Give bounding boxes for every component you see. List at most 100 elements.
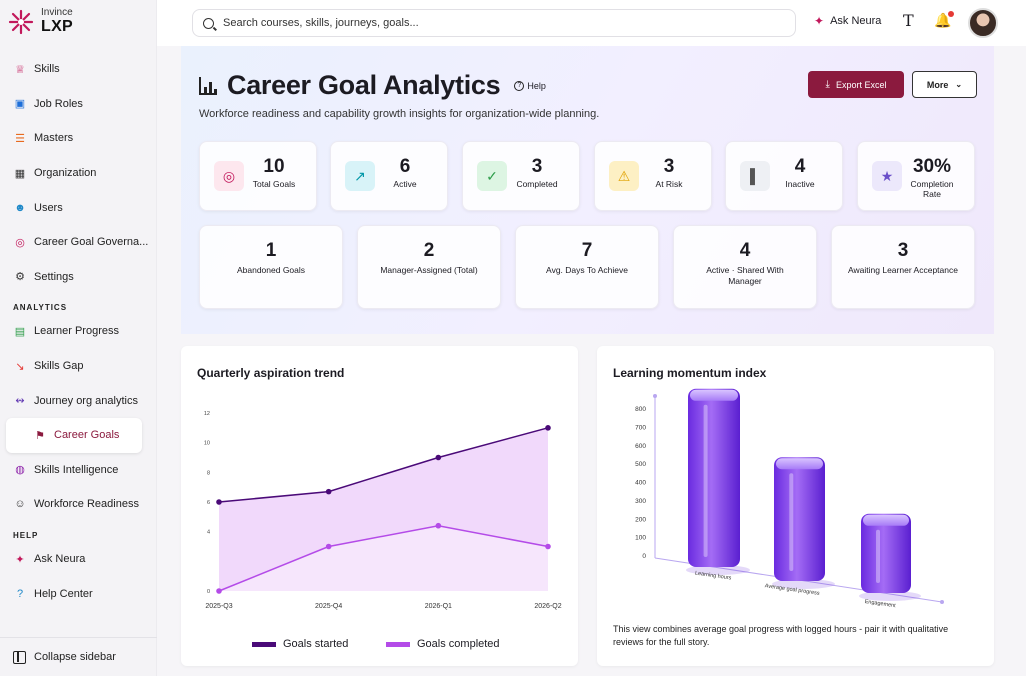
stat-value: 4 (794, 156, 806, 177)
gear-icon: ⚙ (15, 271, 25, 284)
sidebar-item-label: Job Roles (34, 97, 83, 110)
sidebar-item-label: Masters (34, 132, 74, 145)
sidebar-item-learner-progress[interactable]: ▤ Learner Progress (0, 314, 157, 349)
sidebar-item-skills-intelligence[interactable]: ◍ Skills Intelligence (0, 453, 157, 488)
data-point[interactable] (545, 543, 551, 550)
target-icon: ◎ (214, 161, 244, 191)
neura-icon: ✦ (814, 14, 825, 28)
stat-card-at-risk: ⚠ 3 At Risk (594, 141, 712, 211)
branch-icon: ↭ (15, 395, 25, 408)
neura-icon: ✦ (15, 553, 25, 566)
area-completed (219, 525, 548, 591)
stat-card-active: ↗ 6 Active (330, 141, 448, 211)
sidebar-item-masters[interactable]: ☰ Masters (0, 121, 157, 156)
data-point[interactable] (435, 522, 442, 529)
x-tick-label: 2025-Q4 (315, 603, 342, 610)
sidebar-item-skills-gap[interactable]: ↘ Skills Gap (0, 349, 157, 384)
bell-icon[interactable]: 🔔 (934, 12, 952, 28)
page-subtitle: Workforce readiness and capability growt… (199, 108, 600, 120)
y-tick-label: 100 (635, 535, 646, 542)
legend-label-completed: Goals completed (417, 638, 500, 650)
download-icon: ⤓ (825, 79, 830, 90)
bar-body (774, 457, 825, 581)
bar-chart-icon: ▌ (740, 161, 770, 191)
y-tick-label: 700 (635, 424, 646, 431)
bar-learning-hours[interactable] (686, 388, 750, 575)
sidebar-item-workforce-readiness[interactable]: ☺ Workforce Readiness (0, 487, 157, 522)
stat-label: Manager-Assigned (Total) (380, 265, 478, 275)
series-line-goals-completed (218, 524, 549, 592)
data-point[interactable] (325, 543, 332, 550)
stat-label: Active (393, 179, 417, 189)
more-label: More (926, 79, 949, 90)
bar-shadow (859, 591, 921, 601)
stat-value: 30% (912, 156, 952, 177)
x-tick-label: 2026-Q2 (534, 603, 561, 610)
sidebar-item-help-center[interactable]: ? Help Center (0, 576, 157, 611)
sidebar-item-journey-org-analytics[interactable]: ↭ Journey org analytics (0, 383, 157, 418)
bar-highlight (703, 404, 708, 557)
stat-card-avg-days-to-achieve: 7 Avg. Days To Achieve (515, 225, 659, 309)
aspiration-trend-chart: 0 4 6 8 10 12 2025-Q3 2025-Q4 2026-Q1 2026-Q2 (204, 411, 562, 610)
y-axis-endpoint (653, 394, 657, 398)
document-icon: ▤ (14, 325, 26, 338)
export-excel-label: Export Excel (835, 79, 887, 90)
logo-brand: Invince (41, 7, 73, 18)
stat-label: Active · Shared With Manager (706, 265, 784, 287)
sidebar-item-users[interactable]: ☻ Users (0, 190, 157, 225)
x-tick-label: 2025-Q3 (205, 603, 232, 610)
sidebar-item-organization[interactable]: ▦ Organization (0, 156, 157, 191)
stat-label: Total Goals (252, 179, 296, 189)
sidebar-item-ask-neura[interactable]: ✦ Ask Neura (0, 542, 157, 577)
bar-highlight (876, 529, 880, 583)
collapse-sidebar-button[interactable]: Collapse sidebar (0, 637, 157, 676)
warning-icon: ⚠ (609, 161, 639, 191)
text-size-icon[interactable]: T (903, 11, 914, 30)
sidebar-item-label: Users (34, 201, 63, 214)
data-point[interactable] (545, 425, 551, 431)
y-tick-label: 400 (635, 480, 646, 487)
stat-card-inactive: ▌ 4 Inactive (725, 141, 843, 211)
more-button[interactable]: More ⌄ (912, 71, 977, 98)
stat-value: 2 (423, 240, 435, 261)
sidebar-item-label: Skills Intelligence (34, 463, 119, 476)
ask-neura-button[interactable]: ✦ Ask Neura (814, 14, 881, 28)
y-tick-label: 800 (635, 406, 646, 413)
data-point[interactable] (216, 588, 222, 594)
bar-body (688, 388, 740, 567)
sidebar-item-settings[interactable]: ⚙ Settings (0, 260, 157, 295)
help-button[interactable]: ? Help (514, 80, 546, 91)
sidebar-item-label: Help Center (34, 587, 93, 600)
momentum-panel: Learning momentum index 0 100 200 300 400 500… (597, 346, 994, 666)
stat-value: 6 (399, 156, 411, 177)
sidebar-item-skills[interactable]: ♕ Skills (0, 52, 157, 87)
stat-card-active-shared-with-manager: 4 Active · Shared With Manager (673, 225, 817, 309)
sidebar-item-label: Career Goals (54, 429, 120, 442)
sidebar-item-label: Skills (34, 63, 60, 76)
y-tick-label: 4 (207, 530, 210, 536)
data-point[interactable] (325, 488, 332, 495)
sidebar-item-career-goals[interactable]: ⚑ Career Goals (6, 417, 142, 453)
stat-card-abandoned-goals: 1 Abandoned Goals (199, 225, 343, 309)
series-line-goals-started (218, 427, 549, 503)
data-point[interactable] (435, 454, 442, 461)
stat-label: Avg. Days To Achieve (546, 265, 628, 275)
y-tick-label: 8 (207, 470, 210, 476)
help-label: Help (527, 80, 546, 91)
y-tick-label: 500 (635, 461, 646, 468)
logo[interactable]: Invince LXP (8, 8, 73, 35)
award-icon: ★ (872, 161, 902, 191)
data-point[interactable] (216, 499, 222, 505)
search-input[interactable]: Search courses, skills, journeys, goals.… (192, 9, 796, 37)
sidebar-item-job-roles[interactable]: ▣ Job Roles (0, 87, 157, 122)
avatar[interactable] (968, 8, 998, 38)
sidebar-item-label: Learner Progress (34, 325, 119, 338)
stat-value: 7 (581, 240, 593, 261)
bar-average-goal-progress[interactable] (772, 457, 835, 589)
bar-engagement[interactable] (859, 513, 921, 601)
export-excel-button[interactable]: ⤓ Export Excel (808, 71, 904, 98)
stat-value: 3 (531, 156, 543, 177)
crown-icon: ♕ (15, 63, 25, 76)
flag-icon: ⚑ (35, 429, 45, 442)
sidebar-item-career-goal-governa[interactable]: ◎ Career Goal Governa... (0, 225, 157, 260)
